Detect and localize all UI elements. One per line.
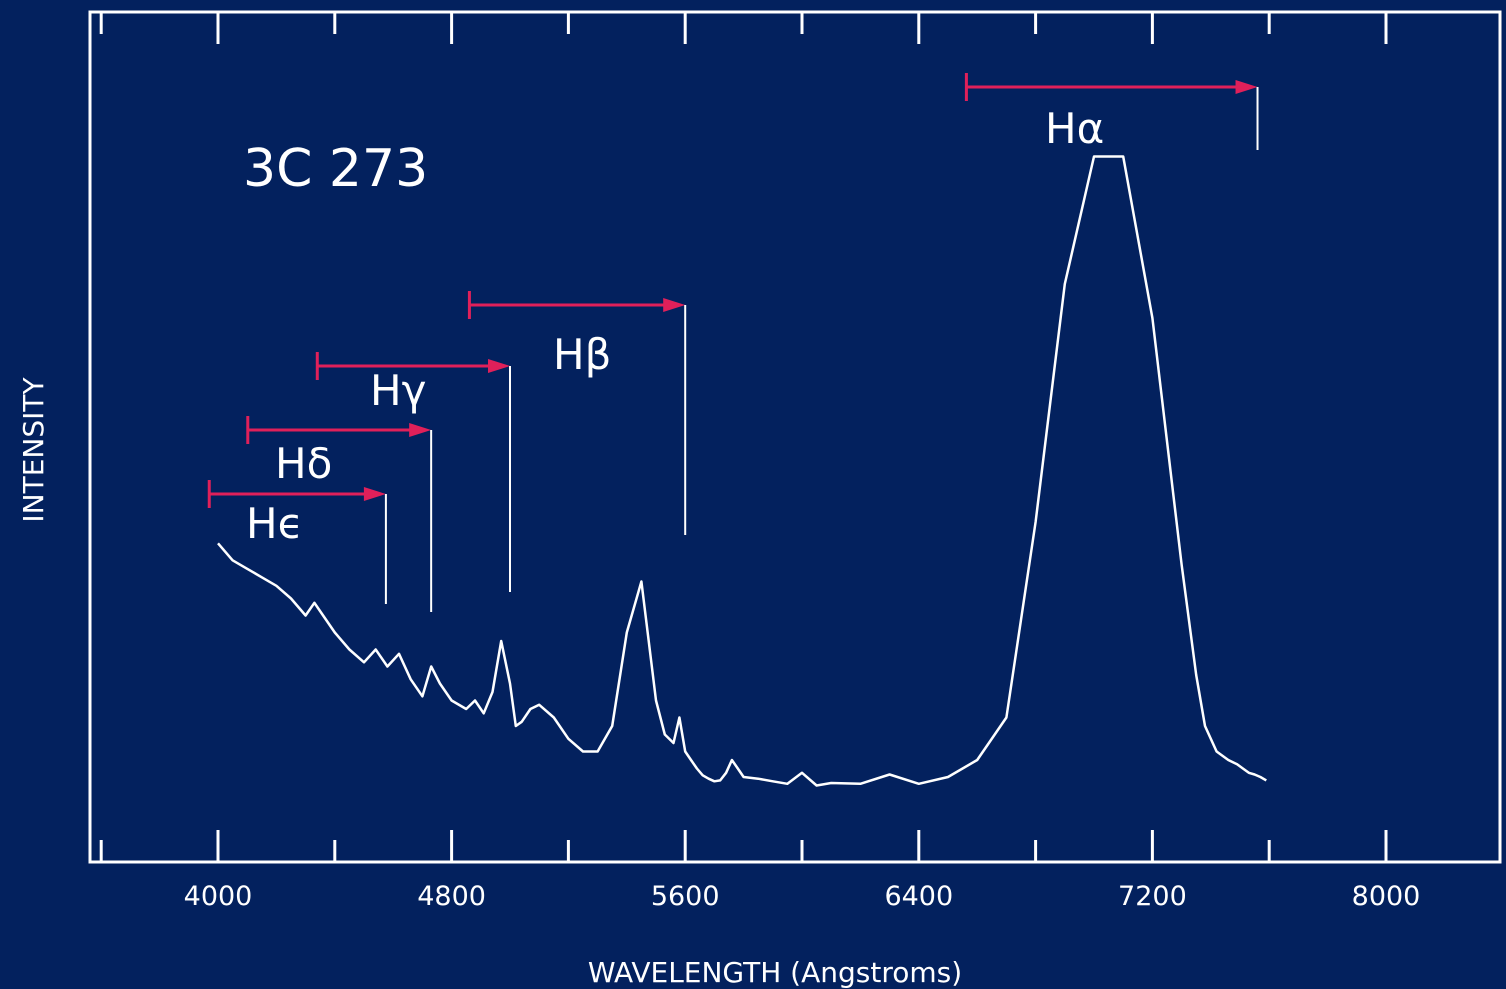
line-label: Hβ <box>553 330 611 379</box>
redshift-arrow-head <box>1235 80 1258 94</box>
x-axis-title: WAVELENGTH (Angstroms) <box>588 956 962 989</box>
x-tick-label-7200: 7200 <box>1118 881 1187 912</box>
x-tick-label-5600: 5600 <box>651 881 720 912</box>
x-tick-label-4800: 4800 <box>417 881 486 912</box>
line-label: Hδ <box>275 439 332 488</box>
annotation-Hϵ: Hϵ <box>207 480 387 604</box>
x-tick-label-4000: 4000 <box>184 881 253 912</box>
annotation-Hα: Hα <box>964 73 1259 153</box>
annotation-Hδ: Hδ <box>246 416 433 612</box>
redshift-arrow-head <box>488 359 510 373</box>
plot-frame <box>88 10 1502 864</box>
x-tick-label-8000: 8000 <box>1352 881 1421 912</box>
redshift-arrow-head <box>409 423 432 437</box>
annotation-Hγ: Hγ <box>315 352 511 592</box>
annotation-Hβ: Hβ <box>467 291 687 535</box>
line-label: Hϵ <box>246 499 303 548</box>
x-tick-label-6400: 6400 <box>884 881 953 912</box>
x-tick-labels: 4000 4800 5600 6400 7200 8000 <box>184 881 1421 912</box>
y-axis-title: INTENSITY <box>17 377 50 523</box>
redshift-arrow-head <box>363 487 386 501</box>
spectrum-series-line <box>217 155 1267 787</box>
emission-line-annotations: Hα Hβ Hγ Hδ Hϵ <box>207 73 1259 612</box>
line-label: Hγ <box>370 366 426 415</box>
line-label: Hα <box>1045 104 1104 153</box>
redshift-arrow-head <box>663 298 686 312</box>
tick-marks <box>99 12 1388 862</box>
object-name-label: 3C 273 <box>243 139 428 199</box>
